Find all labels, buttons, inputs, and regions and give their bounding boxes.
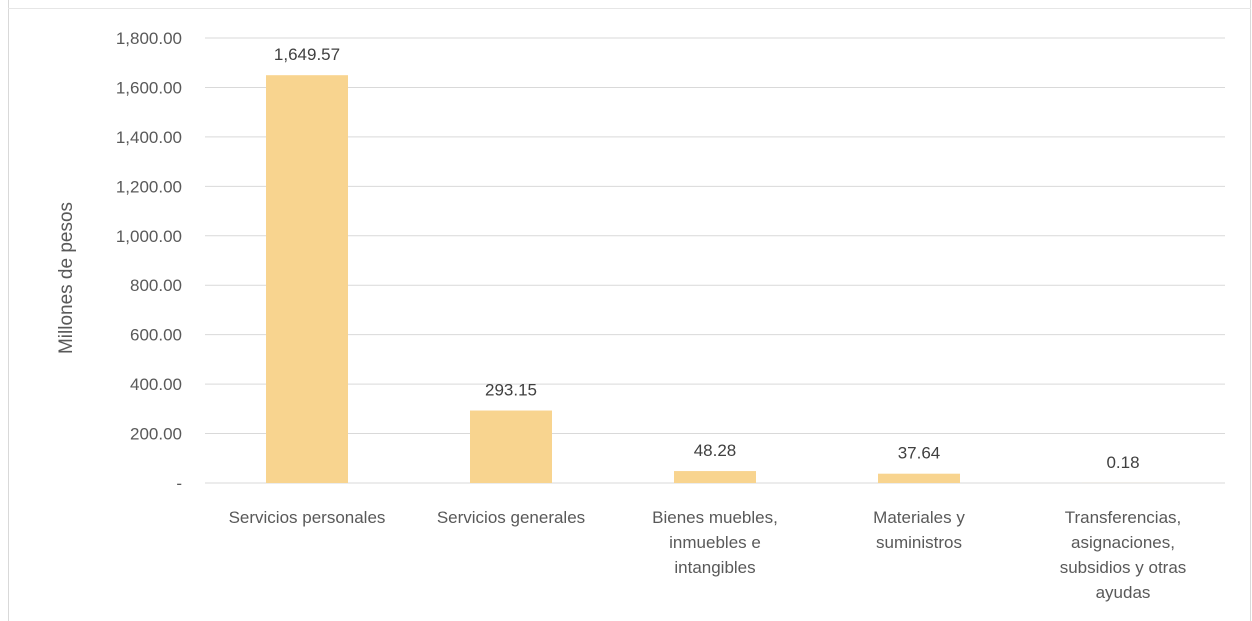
category-label-line: Bienes muebles, (652, 508, 778, 527)
chart-frame-top (8, 8, 1251, 9)
category-label-line: Transferencias, (1065, 508, 1182, 527)
category-label: Servicios generales (437, 508, 585, 527)
data-label: 48.28 (694, 441, 737, 460)
category-label-line: intangibles (674, 558, 755, 577)
y-tick-label: 800.00 (130, 276, 182, 295)
category-label-line: Servicios personales (229, 508, 386, 527)
category-label-line: inmuebles e (669, 533, 761, 552)
chart-frame (8, 0, 1251, 621)
bar (266, 75, 348, 483)
bar (470, 410, 552, 483)
category-label-line: suministros (876, 533, 962, 552)
y-tick-label: 400.00 (130, 375, 182, 394)
y-tick-label: 1,400.00 (116, 128, 182, 147)
bar (674, 471, 756, 483)
bar (878, 473, 960, 483)
y-tick-label: 600.00 (130, 326, 182, 345)
y-tick-label: - (176, 474, 182, 493)
category-label: Materiales y suministros (873, 508, 965, 552)
category-label-line: asignaciones, (1071, 533, 1175, 552)
data-label: 0.18 (1106, 453, 1139, 472)
y-tick-label: 1,600.00 (116, 78, 182, 97)
y-tick-label: 1,800.00 (116, 29, 182, 48)
data-label: 37.64 (898, 444, 941, 463)
category-label: Servicios personales (229, 508, 386, 527)
category-label-line: subsidios y otras (1060, 558, 1187, 577)
y-tick-label: 200.00 (130, 425, 182, 444)
category-label: Bienes muebles, inmuebles e intangibles (652, 508, 778, 577)
data-label: 1,649.57 (274, 45, 340, 64)
category-label-line: Materiales y (873, 508, 965, 527)
category-label-line: ayudas (1096, 583, 1151, 602)
data-label: 293.15 (485, 381, 537, 400)
category-label-line: Servicios generales (437, 508, 585, 527)
y-axis-title: Millones de pesos (56, 202, 77, 354)
y-tick-label: 1,200.00 (116, 177, 182, 196)
category-label: Transferencias, asignaciones, subsidios y … (1060, 508, 1187, 602)
y-tick-label: 1,000.00 (116, 227, 182, 246)
